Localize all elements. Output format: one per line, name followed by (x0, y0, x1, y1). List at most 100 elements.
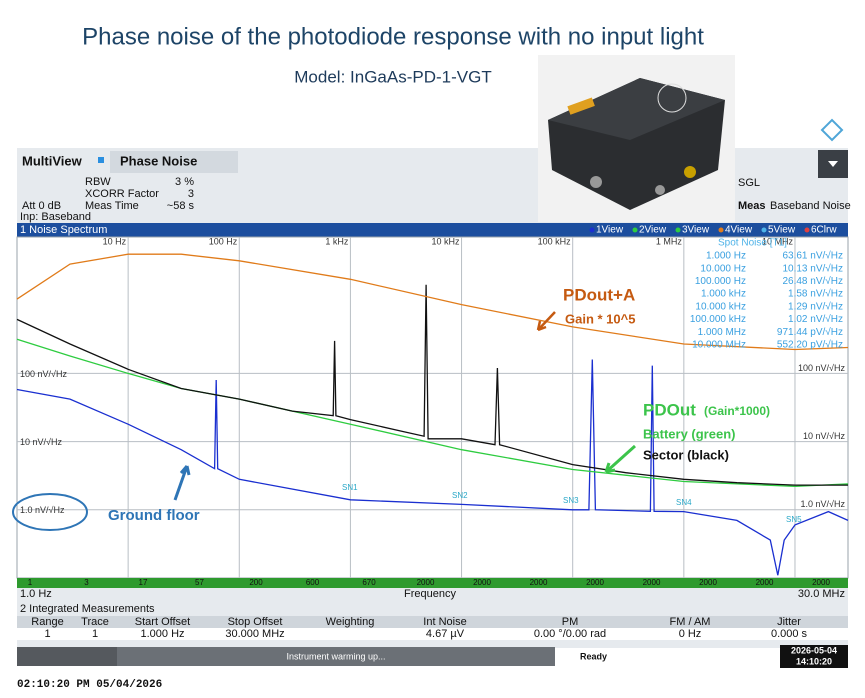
arrow (604, 444, 637, 474)
y-tick-label: 100 nV/√Hz (20, 369, 67, 379)
table-cell: 1 (92, 628, 98, 640)
avg-count: 17 (139, 578, 148, 587)
column-header: Start Offset (135, 616, 190, 628)
tab: MultiView (22, 153, 83, 168)
view-dot (718, 227, 724, 233)
menu-arrow (828, 161, 838, 167)
plot-area (16, 236, 849, 579)
avg-bar (17, 578, 848, 588)
table-cell: 0.00 °/0.00 rad (534, 628, 606, 640)
annotation: PDOut (643, 400, 696, 419)
view-label: 5View (768, 225, 796, 236)
x-tick-label: 100 Hz (209, 236, 238, 246)
arrow (173, 465, 191, 501)
table-cell: 1.000 Hz (140, 628, 184, 640)
setting-name: RBW (85, 176, 111, 188)
avg-count: 2000 (699, 578, 717, 587)
setting-value: 3 (188, 188, 194, 200)
table-title: 2 Integrated Measurements (20, 603, 155, 615)
table-cell: 30.000 MHz (225, 628, 284, 640)
y-tick-label: 10 nV/√Hz (803, 431, 845, 441)
trace (16, 253, 849, 351)
y-tick-label: 100 nV/√Hz (798, 363, 845, 373)
spot-freq: 10.000 MHz (692, 340, 746, 351)
column-header: Range (31, 616, 63, 628)
spot-title: Spot Noise [T1] (718, 238, 787, 249)
plot: 10 Hz 100 Hz 1 kHz 10 kHz 100 kHz 1 MHz 10 MHz… (16, 236, 849, 578)
x-tick-label: 1 kHz (325, 236, 349, 246)
table-cell: 0 Hz (679, 628, 702, 640)
spot-value: 1.58 nV/√Hz (788, 288, 843, 300)
y-tick-label: 1.0 nV/√Hz (801, 499, 846, 509)
x-tick-label: 100 kHz (538, 236, 572, 246)
view-dot (632, 227, 638, 233)
annotation: Gain * 10^5 (565, 311, 635, 326)
footer: 02:10:20 PM 05/04/2026 (17, 679, 162, 691)
table-cell: 0.000 s (771, 628, 808, 640)
setting: Inp: Baseband (20, 211, 91, 223)
window-header (17, 223, 848, 237)
x-start: 1.0 Hz (20, 588, 52, 600)
y-tick-label: 10 nV/√Hz (20, 437, 62, 447)
date: 2026-05-04 (791, 645, 837, 655)
marker-label: SN5 (786, 515, 802, 524)
table-row (17, 628, 848, 640)
status-text: Instrument warming up... (286, 651, 385, 661)
view-label: 2View (639, 225, 667, 236)
clock-box (780, 645, 848, 668)
avg-count: 2000 (812, 578, 830, 587)
annotation: (Gain*1000) (704, 404, 770, 418)
spot-freq: 1.000 kHz (701, 289, 746, 300)
column-header: Trace (81, 616, 109, 628)
marker-label: SN4 (676, 498, 692, 507)
spot-value: 552.20 pV/√Hz (777, 339, 843, 351)
column-header: PM (562, 616, 579, 628)
setting: SGL (738, 177, 760, 189)
column-header: Weighting (326, 616, 375, 628)
x-tick-label: 10 Hz (103, 236, 127, 246)
x-tick-label: 1 MHz (656, 236, 683, 246)
annotation: Sector (black) (643, 447, 729, 462)
marker-label: SN1 (342, 483, 358, 492)
arrow (536, 311, 556, 332)
product-photo (538, 55, 735, 222)
setting: Att 0 dB (22, 200, 61, 212)
view-dot (804, 227, 810, 233)
view-label: 3View (682, 225, 710, 236)
active-tab (110, 151, 238, 173)
spot-freq: 100.000 kHz (690, 314, 746, 325)
logo (820, 118, 844, 142)
y-tick-label: 1.0 nV/√Hz (20, 505, 65, 515)
setting-name: Meas Time (85, 200, 139, 212)
view-dot (675, 227, 681, 233)
spot-freq: 1.000 Hz (706, 251, 746, 262)
avg-count: 600 (306, 578, 320, 587)
marker-label: SN3 (563, 496, 579, 505)
tab: Phase Noise (120, 153, 197, 168)
trace (16, 338, 849, 488)
annotation: PDout+A (563, 285, 635, 304)
slide-title: Phase noise of the photodiode response w… (82, 23, 704, 50)
avg-count: 3 (84, 578, 89, 587)
view-label: 1View (596, 225, 624, 236)
column-header: FM / AM (670, 616, 711, 628)
highlight-ellipse (12, 493, 88, 531)
view-dot (589, 227, 595, 233)
time: 14:10:20 (796, 656, 832, 666)
trace (16, 284, 848, 486)
spot-freq: 100.000 Hz (695, 276, 746, 287)
status-bar (117, 647, 555, 666)
spot-value: 971.44 pV/√Hz (777, 326, 843, 338)
setting: Baseband Noise (770, 200, 851, 212)
avg-count: 2000 (417, 578, 435, 587)
x-tick-label: 10 MHz (762, 236, 794, 246)
status-left (17, 647, 117, 666)
column-header: Jitter (777, 616, 801, 628)
avg-count: 670 (362, 578, 376, 587)
tab-icon (98, 157, 104, 163)
spot-value: 1.29 nV/√Hz (788, 300, 843, 312)
spot-freq: 10.000 kHz (695, 301, 746, 312)
avg-count: 2000 (473, 578, 491, 587)
spot-value: 26.48 nV/√Hz (782, 275, 843, 287)
